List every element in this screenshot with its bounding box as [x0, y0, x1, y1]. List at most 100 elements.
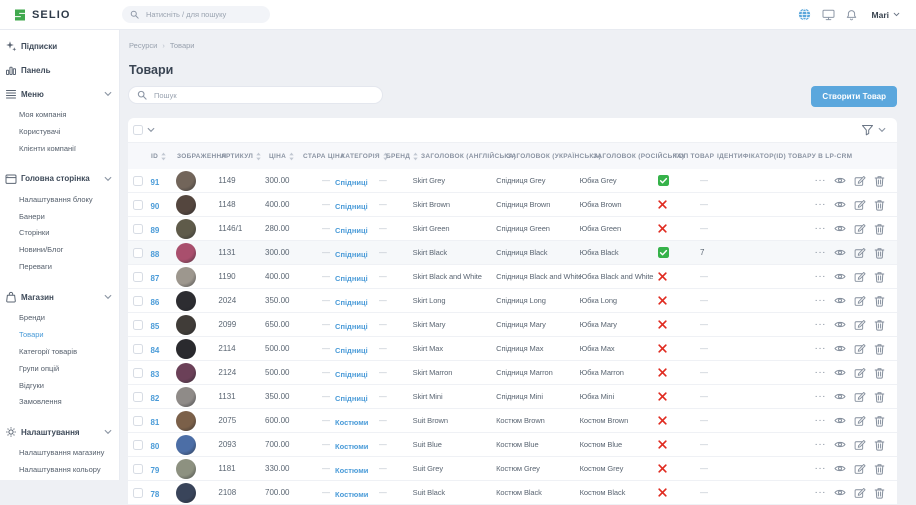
sort-icon[interactable]	[256, 152, 261, 161]
product-id-link[interactable]: 78	[150, 489, 160, 499]
product-id-link[interactable]: 89	[150, 225, 160, 235]
product-image[interactable]	[175, 338, 196, 359]
more-actions-button[interactable]: ···	[815, 463, 827, 474]
view-button[interactable]	[834, 320, 846, 329]
category-link[interactable]: Костюми	[335, 417, 369, 427]
product-image[interactable]	[175, 290, 196, 311]
delete-button[interactable]	[874, 199, 885, 211]
column-header-price[interactable]: ЦІНА	[269, 152, 303, 161]
edit-button[interactable]	[854, 415, 866, 427]
row-checkbox[interactable]	[133, 175, 143, 186]
view-button[interactable]	[834, 440, 846, 449]
product-image[interactable]	[175, 482, 196, 503]
global-search-input[interactable]	[144, 9, 262, 20]
products-search-input[interactable]	[152, 89, 374, 101]
more-actions-button[interactable]: ···	[815, 175, 827, 186]
category-link[interactable]: Спідниці	[335, 249, 368, 259]
view-button[interactable]	[834, 392, 846, 401]
edit-button[interactable]	[854, 271, 866, 283]
product-id-link[interactable]: 91	[150, 177, 160, 187]
edit-button[interactable]	[854, 295, 866, 307]
sidebar-item-product-categories[interactable]: Категорії товарів	[19, 346, 78, 356]
more-actions-button[interactable]: ···	[815, 271, 827, 282]
column-header-id[interactable]: ID	[151, 152, 177, 161]
delete-button[interactable]	[874, 463, 885, 475]
category-link[interactable]: Костюми	[335, 465, 369, 475]
sidebar-item-homepage[interactable]: Головна сторінка	[0, 167, 119, 191]
category-link[interactable]: Спідниці	[335, 225, 368, 235]
edit-button[interactable]	[854, 487, 866, 499]
more-actions-button[interactable]: ···	[815, 391, 827, 402]
category-link[interactable]: Спідниці	[335, 369, 368, 379]
monitor-icon[interactable]	[822, 9, 835, 21]
view-button[interactable]	[834, 224, 846, 233]
sidebar-item-banners[interactable]: Банери	[19, 211, 45, 221]
view-button[interactable]	[834, 296, 846, 305]
row-checkbox[interactable]	[133, 391, 143, 402]
row-checkbox[interactable]	[133, 247, 143, 258]
more-actions-button[interactable]: ···	[815, 439, 827, 450]
global-search[interactable]	[122, 6, 270, 23]
view-button[interactable]	[834, 488, 846, 497]
product-id-link[interactable]: 90	[150, 201, 160, 211]
breadcrumb-resources[interactable]: Ресурси	[129, 41, 158, 50]
app-logo[interactable]: SELIO	[13, 8, 71, 22]
product-image[interactable]	[175, 410, 196, 431]
select-all-checkbox[interactable]	[133, 125, 143, 135]
category-link[interactable]: Спідниці	[335, 273, 368, 283]
category-link[interactable]: Костюми	[335, 489, 369, 499]
edit-button[interactable]	[854, 439, 866, 451]
sidebar-item-block-settings[interactable]: Налаштування блоку	[19, 194, 93, 204]
more-actions-button[interactable]: ···	[815, 487, 827, 498]
delete-button[interactable]	[874, 343, 885, 355]
category-link[interactable]: Костюми	[335, 441, 369, 451]
product-id-link[interactable]: 88	[150, 249, 160, 259]
product-id-link[interactable]: 83	[150, 369, 160, 379]
product-image[interactable]	[175, 458, 196, 479]
row-checkbox[interactable]	[133, 295, 143, 306]
sidebar-item-company-clients[interactable]: Клієнти компанії	[19, 143, 76, 153]
sidebar-item-color-settings[interactable]: Налаштування кольору	[19, 465, 101, 475]
product-image[interactable]	[175, 170, 196, 191]
sort-icon[interactable]	[161, 152, 166, 161]
view-button[interactable]	[834, 416, 846, 425]
product-image[interactable]	[175, 266, 196, 287]
view-button[interactable]	[834, 176, 846, 185]
row-checkbox[interactable]	[133, 439, 143, 450]
category-link[interactable]: Спідниці	[335, 345, 368, 355]
sidebar-item-products[interactable]: Товари	[19, 329, 44, 339]
sidebar-item-advantages[interactable]: Переваги	[19, 262, 52, 272]
row-checkbox[interactable]	[133, 415, 143, 426]
sort-icon[interactable]	[383, 152, 388, 161]
product-id-link[interactable]: 84	[150, 345, 160, 355]
edit-button[interactable]	[854, 391, 866, 403]
edit-button[interactable]	[854, 223, 866, 235]
edit-button[interactable]	[854, 343, 866, 355]
column-header-category[interactable]: КАТЕГОРІЯ	[341, 152, 388, 161]
edit-button[interactable]	[854, 367, 866, 379]
view-button[interactable]	[834, 272, 846, 281]
filter-funnel-icon[interactable]	[861, 124, 874, 136]
bulk-actions-chevron-icon[interactable]	[147, 127, 155, 133]
row-checkbox[interactable]	[133, 343, 143, 354]
sidebar-item-dashboard[interactable]: Панель	[0, 58, 119, 82]
delete-button[interactable]	[874, 247, 885, 259]
more-actions-button[interactable]: ···	[815, 223, 827, 234]
product-image[interactable]	[175, 434, 196, 455]
delete-button[interactable]	[874, 223, 885, 235]
delete-button[interactable]	[874, 175, 885, 187]
product-id-link[interactable]: 80	[150, 441, 160, 451]
edit-button[interactable]	[854, 199, 866, 211]
row-checkbox[interactable]	[133, 271, 143, 282]
sidebar-item-option-groups[interactable]: Групи опцій	[19, 363, 60, 373]
edit-button[interactable]	[854, 175, 866, 187]
delete-button[interactable]	[874, 487, 885, 499]
category-link[interactable]: Спідниці	[335, 201, 368, 211]
product-image[interactable]	[175, 314, 196, 335]
product-image[interactable]	[175, 242, 196, 263]
product-id-link[interactable]: 79	[150, 465, 160, 475]
product-image[interactable]	[175, 218, 196, 239]
sidebar-item-my-company[interactable]: Моя компанія	[19, 110, 67, 119]
products-search[interactable]	[128, 86, 383, 104]
view-button[interactable]	[834, 248, 846, 257]
